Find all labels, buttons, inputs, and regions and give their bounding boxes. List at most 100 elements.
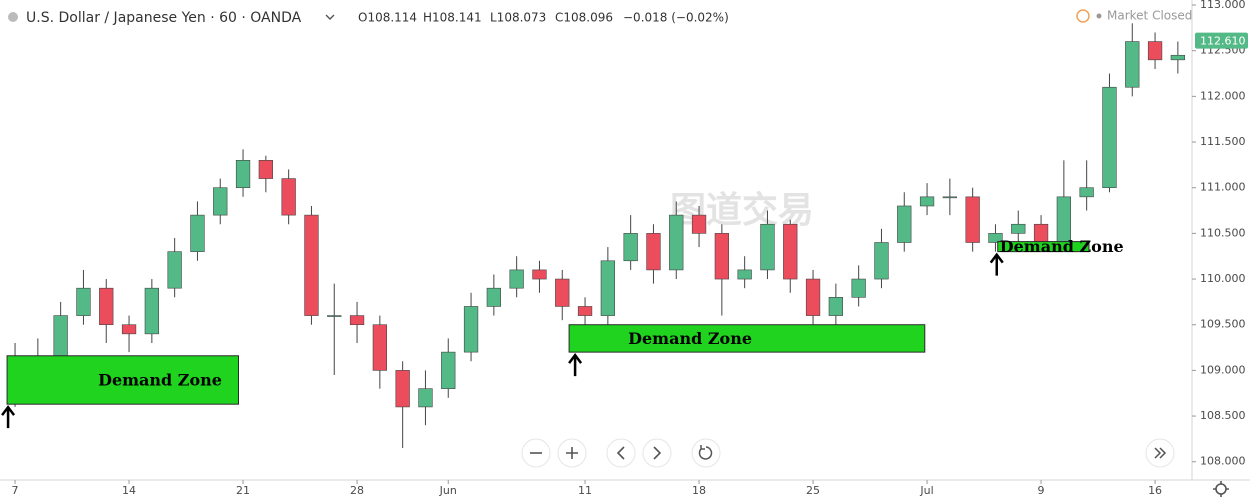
ohlc-low: L108.073 xyxy=(490,11,546,25)
ohlc-high: H108.141 xyxy=(423,11,482,25)
zone-arrow xyxy=(568,353,583,377)
demand-zone xyxy=(997,241,1090,253)
candle-body xyxy=(281,178,296,216)
y-tick-label: 112.000 xyxy=(1200,89,1246,102)
candle-body xyxy=(737,269,752,280)
scroll-right-button[interactable] xyxy=(642,438,672,468)
x-tick-label: Jun xyxy=(439,484,457,497)
zone-label: Demand Zone xyxy=(628,329,752,348)
candle-body xyxy=(851,278,866,298)
x-tick-label: 18 xyxy=(692,484,706,497)
demand-zone xyxy=(568,324,926,353)
candle-body xyxy=(509,269,524,289)
candle-body xyxy=(828,297,843,316)
candle-body xyxy=(99,287,114,326)
candle-body xyxy=(144,287,159,335)
reset-button[interactable] xyxy=(691,438,721,468)
candle-body xyxy=(532,269,547,280)
scroll-left-button[interactable] xyxy=(606,438,636,468)
candle-body xyxy=(805,278,821,316)
symbol-menu[interactable] xyxy=(325,14,335,20)
candle-body xyxy=(577,306,593,316)
scroll-right-icon xyxy=(653,446,662,460)
y-tick-label: 109.000 xyxy=(1200,363,1246,376)
candle-body xyxy=(235,160,251,189)
candle-body xyxy=(327,315,342,317)
candle-body xyxy=(213,187,228,216)
candle-body xyxy=(372,324,387,371)
demand-zone xyxy=(6,355,239,405)
y-tick-label: 108.000 xyxy=(1200,455,1246,468)
candle-body xyxy=(691,214,707,234)
zone-arrow xyxy=(1,405,16,429)
nav-buttons xyxy=(521,438,1229,497)
candle-body xyxy=(942,196,958,199)
candle-body xyxy=(760,223,775,271)
candle-body xyxy=(623,233,638,262)
ohlc-change: −0.018 (−0.02%) xyxy=(623,11,729,25)
symbol-title[interactable]: U.S. Dollar / Japanese Yen · 60 · OANDA xyxy=(26,10,302,26)
x-tick-label: 14 xyxy=(122,484,136,497)
y-tick-label: 110.500 xyxy=(1200,226,1246,239)
candle-body xyxy=(988,233,1003,243)
y-tick-label: 111.000 xyxy=(1200,181,1246,194)
candle-body xyxy=(1079,187,1094,198)
x-tick-label: 25 xyxy=(806,484,820,497)
x-tick-label: 9 xyxy=(1038,484,1045,497)
candle-body xyxy=(167,251,182,289)
candle-body xyxy=(783,223,798,280)
candle-body xyxy=(1056,196,1072,243)
y-tick-label: 108.500 xyxy=(1200,409,1246,422)
candle-body xyxy=(1170,54,1186,61)
candle-body xyxy=(600,260,615,316)
candle-body xyxy=(441,351,456,389)
ohlc-close: C108.096 xyxy=(555,11,613,25)
candle-body xyxy=(463,306,479,353)
candle-body xyxy=(258,160,273,179)
candle-body xyxy=(486,287,501,307)
candle-body xyxy=(418,388,433,408)
zoom-in-icon xyxy=(566,447,578,459)
candle-body xyxy=(919,196,935,207)
candle-body xyxy=(646,233,661,271)
x-tick-label: 7 xyxy=(12,484,19,497)
candle-body xyxy=(555,278,570,307)
x-tick-label: 11 xyxy=(578,484,592,497)
candle-body xyxy=(714,233,729,280)
candle-body xyxy=(965,196,980,243)
y-tick-label: 110.000 xyxy=(1200,272,1246,285)
zone-arrow xyxy=(989,252,1004,276)
y-tick-label: 111.500 xyxy=(1200,135,1246,148)
y-tick-label: 113.000 xyxy=(1200,0,1246,11)
candle-body xyxy=(1147,41,1163,61)
last-price-label: 112.610 xyxy=(1200,35,1246,48)
candle-body xyxy=(349,315,365,326)
header: U.S. Dollar / Japanese Yen · 60 · OANDA … xyxy=(8,9,1192,26)
status-dot xyxy=(1096,13,1102,19)
last-price-tag xyxy=(1195,32,1248,49)
candle-body xyxy=(121,324,137,335)
x-tick-label: 28 xyxy=(350,484,364,497)
y-tick-label: 109.500 xyxy=(1200,318,1246,331)
ohlc-open: O108.114 xyxy=(358,11,417,25)
reset-icon xyxy=(698,445,713,460)
scroll-end-icon xyxy=(1154,447,1167,459)
candle-body xyxy=(897,205,912,243)
candle-body xyxy=(874,242,889,280)
zone-label: Demand Zone xyxy=(98,370,222,389)
zone-label: Demand Zone xyxy=(1000,237,1124,256)
settings-icon xyxy=(1213,481,1229,497)
scroll-left-icon xyxy=(616,446,625,460)
symbol-icon xyxy=(8,12,18,22)
candle-body xyxy=(76,287,91,316)
candle-body xyxy=(669,214,684,271)
candle-body xyxy=(395,370,410,408)
status-icon xyxy=(1076,9,1090,23)
x-tick-label: 21 xyxy=(236,484,250,497)
market-status: Market Closed xyxy=(1107,9,1192,23)
candle-body xyxy=(304,214,319,316)
x-tick-label: Jul xyxy=(919,484,933,497)
